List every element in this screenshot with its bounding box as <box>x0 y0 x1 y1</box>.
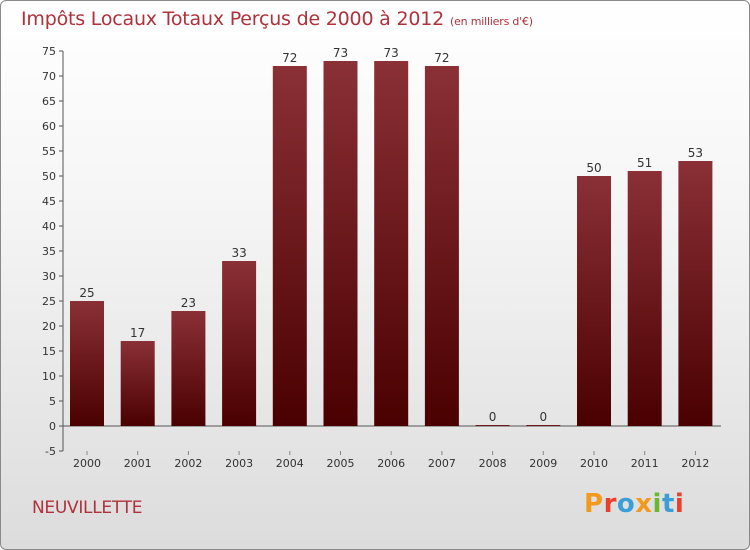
x-tick-label-2008: 2008 <box>479 457 507 470</box>
logo-letter: t <box>661 489 675 519</box>
chart-title-text: Impôts Locaux Totaux Perçus de 2000 à 20… <box>21 8 445 30</box>
x-tick-label-2002: 2002 <box>174 457 202 470</box>
bars: 25 17 23 33 72 73 73 72 0 0 50 51 53 <box>70 46 713 426</box>
y-tick-label: -5 <box>45 445 56 458</box>
bar-2003 <box>222 261 257 426</box>
commune-name: NEUVILLETTE <box>32 498 143 518</box>
bar-2006 <box>374 61 409 426</box>
y-tick-label: 70 <box>42 70 56 83</box>
bar-2005 <box>323 61 358 426</box>
bar-2009 <box>526 425 561 426</box>
data-label-2012: 53 <box>688 146 703 160</box>
x-tick-label-2003: 2003 <box>225 457 253 470</box>
logo-letter: r <box>603 489 617 519</box>
logo-letter: x <box>635 489 653 519</box>
logo-letter: P <box>584 489 604 519</box>
x-tick-label-2000: 2000 <box>73 457 101 470</box>
logo-letter: i <box>674 489 685 519</box>
data-label-2005: 73 <box>333 46 348 60</box>
y-tick-label: 75 <box>42 45 56 58</box>
y-tick-label: 65 <box>42 95 56 108</box>
chart-title: Impôts Locaux Totaux Perçus de 2000 à 20… <box>21 8 533 30</box>
data-label-2002: 23 <box>181 296 196 310</box>
y-tick-label: 25 <box>42 295 56 308</box>
logo-letter: o <box>616 489 636 519</box>
y-tick-label: 20 <box>42 320 56 333</box>
y-tick-label: 10 <box>42 370 56 383</box>
x-tick-label-2001: 2001 <box>124 457 152 470</box>
data-label-2000: 25 <box>79 286 94 300</box>
data-label-2007: 72 <box>434 51 449 65</box>
bar-2002 <box>171 311 206 426</box>
bar-2011 <box>627 171 662 426</box>
y-tick-label: 0 <box>49 420 56 433</box>
x-tick-label-2006: 2006 <box>377 457 405 470</box>
logo-letter: i <box>652 489 662 519</box>
y-tick-label: 40 <box>42 220 56 233</box>
y-tick-label: 55 <box>42 145 56 158</box>
bar-2008 <box>475 425 510 426</box>
y-tick-label: 50 <box>42 170 56 183</box>
bar-2012 <box>678 161 713 426</box>
y-tick-label: 60 <box>42 120 56 133</box>
y-tick-label: 35 <box>42 245 56 258</box>
bar-2007 <box>424 66 459 426</box>
x-tick-label-2007: 2007 <box>428 457 456 470</box>
data-label-2004: 72 <box>282 51 297 65</box>
data-label-2009: 0 <box>539 410 547 424</box>
y-tick-label: 15 <box>42 345 56 358</box>
x-tick-label-2004: 2004 <box>276 457 304 470</box>
data-label-2003: 33 <box>231 246 246 260</box>
x-tick-label-2011: 2011 <box>631 457 659 470</box>
proxiti-logo: Proxiti <box>584 489 684 519</box>
y-tick-label: 30 <box>42 270 56 283</box>
x-tick-label-2009: 2009 <box>529 457 557 470</box>
bar-2001 <box>120 341 155 426</box>
bar-2004 <box>272 66 307 426</box>
bar-2010 <box>577 176 611 426</box>
chart-subtitle: (en milliers d'€) <box>450 15 533 28</box>
x-tick-label-2012: 2012 <box>681 457 709 470</box>
data-label-2011: 51 <box>637 156 652 170</box>
data-label-2006: 73 <box>384 46 399 60</box>
y-tick-label: 45 <box>42 195 56 208</box>
x-tick-label-2010: 2010 <box>580 457 608 470</box>
x-tick-label-2005: 2005 <box>327 457 355 470</box>
data-label-2010: 50 <box>586 161 601 175</box>
y-tick-label: 5 <box>49 395 56 408</box>
bar-2000 <box>70 301 104 426</box>
data-label-2008: 0 <box>489 410 497 424</box>
data-label-2001: 17 <box>130 326 145 340</box>
